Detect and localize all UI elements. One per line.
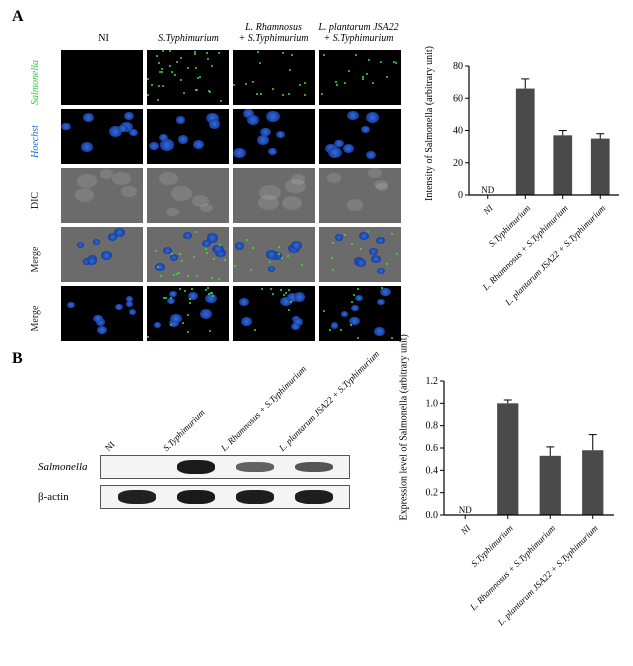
- svg-text:0.6: 0.6: [426, 443, 439, 454]
- row-label: DIC: [30, 173, 41, 228]
- row-label: Merge: [30, 291, 41, 346]
- wb-lane-label: NI: [103, 439, 117, 453]
- wb-protein-label: Salmonella: [38, 461, 88, 473]
- micro-cell: [147, 109, 229, 164]
- wb-band: [177, 460, 215, 474]
- svg-text:0.8: 0.8: [426, 421, 439, 432]
- svg-text:ND: ND: [459, 505, 472, 515]
- row-label: Hoechst: [30, 114, 41, 169]
- micro-cell: [147, 168, 229, 223]
- svg-text:60: 60: [453, 93, 463, 104]
- chart-svg: 0.0 0.2 0.4 0.6 0.8 1.0 1.2 ND: [400, 375, 620, 615]
- row-label: Merge: [30, 232, 41, 287]
- wb-band: [177, 490, 215, 504]
- col-header: L. plantarum JSA22+ S.Typhimurium: [316, 22, 401, 44]
- svg-text:ND: ND: [481, 185, 494, 195]
- micro-cell: [233, 50, 315, 105]
- svg-text:1.2: 1.2: [426, 376, 439, 387]
- micro-cell: [61, 109, 143, 164]
- wb-lane-labels: NIS.TyphimuriumL. Rhamnosus + S.Typhimur…: [100, 365, 350, 455]
- micro-cell: [61, 168, 143, 223]
- micro-cell: [61, 286, 143, 341]
- wb-protein-label: β-actin: [38, 491, 69, 503]
- microscopy-grid: [61, 50, 401, 341]
- wb-band: [236, 490, 274, 504]
- micro-cell: [319, 168, 401, 223]
- micro-cell: [147, 227, 229, 282]
- col-header-text: + S.Typhimurium: [239, 33, 309, 44]
- svg-text:1.0: 1.0: [426, 398, 439, 409]
- svg-text:80: 80: [453, 61, 463, 72]
- svg-text:0.4: 0.4: [426, 465, 439, 476]
- col-header-text: L. Rhamnosus: [245, 22, 302, 33]
- wb-band: [295, 462, 333, 472]
- svg-text:0.0: 0.0: [426, 510, 439, 521]
- chart-a: 0 20 40 60 80 ND Intensity of Salmonella (arbi…: [425, 60, 625, 295]
- svg-text:40: 40: [453, 126, 463, 137]
- micro-cell: [319, 227, 401, 282]
- col-header: NI: [61, 22, 146, 44]
- micro-cell: [233, 227, 315, 282]
- micro-cell: [233, 286, 315, 341]
- col-header-text: + S.Typhimurium: [324, 33, 394, 44]
- chart-b: 0.0 0.2 0.4 0.6 0.8 1.0 1.2 ND Expression level …: [400, 375, 620, 615]
- western-blot: NIS.TyphimuriumL. Rhamnosus + S.Typhimur…: [100, 365, 350, 515]
- wb-band-area: [100, 485, 350, 509]
- wb-rows: Salmonella β-actin: [100, 455, 350, 509]
- y-axis-label: Expression level of Salmonella (arbitrar…: [399, 387, 410, 521]
- col-header: L. Rhamnosus+ S.Typhimurium: [231, 22, 316, 44]
- col-header: S.Typhimurium: [146, 22, 231, 44]
- col-header-text: S.Typhimurium: [158, 33, 219, 44]
- micro-cell: [61, 227, 143, 282]
- wb-band: [295, 490, 333, 504]
- micro-cell: [319, 109, 401, 164]
- wb-band: [236, 462, 274, 472]
- svg-text:0: 0: [458, 190, 463, 201]
- col-header-text: NI: [98, 33, 109, 44]
- svg-text:0.2: 0.2: [426, 488, 439, 499]
- y-axis-label: Intensity of Salmonella (arbitrary unit): [424, 72, 435, 201]
- panel-b-label: B: [12, 350, 23, 368]
- micro-cell: [147, 286, 229, 341]
- panel-a-col-headers: NI S.Typhimurium L. Rhamnosus+ S.Typhimu…: [61, 22, 401, 44]
- micro-cell: [233, 109, 315, 164]
- col-header-text: L. plantarum JSA22: [318, 22, 398, 33]
- wb-lane-label: L. plantarum JSA22 + S.Typhimurium: [277, 349, 381, 453]
- micro-cell: [319, 50, 401, 105]
- svg-text:20: 20: [453, 158, 463, 169]
- wb-band: [118, 490, 156, 504]
- wb-row: Salmonella: [100, 455, 350, 479]
- micro-cell: [61, 50, 143, 105]
- wb-band-area: [100, 455, 350, 479]
- micro-cell: [147, 50, 229, 105]
- wb-row: β-actin: [100, 485, 350, 509]
- micro-cell: [233, 168, 315, 223]
- micro-cell: [319, 286, 401, 341]
- wb-lane-label: S.Typhimurium: [161, 407, 207, 453]
- row-label: Salmonella: [30, 55, 41, 110]
- panel-a-label: A: [12, 8, 24, 26]
- chart-svg: 0 20 40 60 80 ND: [425, 60, 625, 295]
